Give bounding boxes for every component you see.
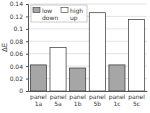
tick: 0.08 [10, 38, 28, 45]
tick-label: panel5a [50, 93, 67, 107]
tick: 0.1 [13, 25, 28, 32]
tick: 0.04 [10, 63, 28, 70]
bar [70, 68, 86, 91]
x-axis-line [29, 91, 148, 92]
bar [50, 48, 66, 92]
bars [30, 13, 144, 91]
legend-swatch [61, 8, 68, 13]
bar [129, 20, 145, 91]
legend-box [31, 5, 87, 22]
tick: panel5a [50, 91, 67, 107]
legend-label: lowdown [42, 7, 58, 21]
x-axis: panel1apanel5apanel1bpanel5bpanel1cpanel… [29, 91, 148, 107]
tick-label: 0.14 [10, 0, 24, 7]
tick-mark [26, 41, 28, 42]
legend-label: highup [70, 7, 83, 22]
y-axis-title: ΔE [1, 43, 9, 52]
tick: 0.02 [10, 75, 28, 82]
tick: panel5c [128, 91, 145, 107]
legend-swatch [33, 8, 40, 13]
tick: 0 [19, 87, 28, 94]
y-axis: 0 0.02 0.04 0.06 0.08 0.1 0.12 0.14 [10, 0, 29, 94]
tick-label: panel1a [30, 93, 47, 107]
tick-label: 0.1 [13, 25, 23, 32]
chart: 00.020.040.060.080.10.120.14panel1apanel… [0, 0, 150, 113]
tick: 0.14 [10, 0, 28, 7]
tick-label: panel5b [89, 93, 106, 107]
tick-mark [26, 4, 28, 5]
tick-label: 0.06 [10, 50, 24, 57]
tick: panel1c [109, 91, 126, 107]
tick-label: 0 [19, 87, 23, 94]
tick-label: 0.04 [10, 63, 24, 70]
bar [89, 13, 105, 91]
tick: 0.06 [10, 50, 28, 57]
tick-mark [26, 54, 28, 55]
bar [109, 65, 125, 91]
grid [28, 4, 147, 91]
tick: 0.12 [10, 13, 28, 20]
tick-mark [26, 29, 28, 30]
legend: lowdown highup [31, 5, 87, 22]
tick: panel1b [69, 91, 86, 107]
tick-label: 0.02 [10, 75, 24, 82]
y-axis-line [26, 5, 29, 92]
bar [30, 65, 46, 91]
tick-mark [26, 79, 28, 80]
tick-mark [26, 66, 28, 67]
tick-label: panel1b [69, 93, 86, 107]
tick-mark [26, 16, 28, 17]
plot: 00.020.040.060.080.10.120.14panel1apanel… [10, 0, 148, 106]
tick-mark [26, 91, 28, 92]
tick: panel1a [30, 91, 47, 107]
tick-label: 0.12 [10, 13, 24, 20]
tick-label: 0.08 [10, 38, 24, 45]
tick: panel5b [89, 91, 106, 107]
tick-label: panel5c [128, 93, 145, 107]
grid-line [28, 4, 147, 5]
tick-label: panel1c [109, 93, 126, 107]
